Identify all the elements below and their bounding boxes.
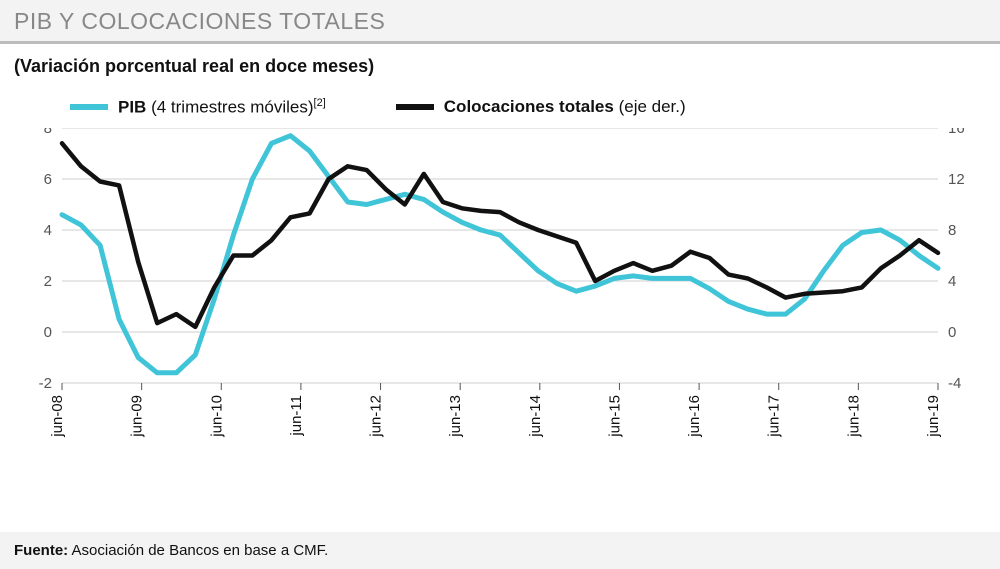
svg-text:jun-08: jun-08 (49, 395, 66, 438)
svg-text:jun-12: jun-12 (368, 395, 385, 438)
svg-text:jun-17: jun-17 (766, 395, 783, 438)
footer-bar: Fuente: Asociación de Bancos en base a C… (0, 532, 1000, 569)
svg-text:jun-19: jun-19 (925, 395, 942, 438)
svg-text:jun-14: jun-14 (527, 395, 544, 438)
svg-text:8: 8 (44, 128, 52, 137)
svg-text:8: 8 (948, 222, 956, 239)
legend-swatch-pib (70, 104, 108, 110)
svg-text:-4: -4 (948, 375, 961, 392)
svg-text:12: 12 (948, 171, 965, 188)
svg-text:jun-15: jun-15 (606, 395, 623, 438)
svg-text:16: 16 (948, 128, 965, 137)
chart-title: PIB Y COLOCACIONES TOTALES (14, 8, 986, 35)
svg-text:jun-09: jun-09 (129, 395, 146, 438)
legend-swatch-coloc (396, 104, 434, 110)
legend-text-pib: PIB (4 trimestres móviles)[2] (118, 97, 326, 118)
svg-text:jun-18: jun-18 (845, 395, 862, 438)
svg-text:2: 2 (44, 273, 52, 290)
legend-item-pib: PIB (4 trimestres móviles)[2] (70, 97, 326, 118)
svg-text:-2: -2 (39, 375, 52, 392)
chart-subtitle: (Variación porcentual real en doce meses… (0, 44, 1000, 77)
svg-text:4: 4 (44, 222, 52, 239)
chart-svg: -2 0 2 4 6 8 -4 0 4 8 12 16 jun-08 jun-09 jun-10 jun-11… (0, 128, 1000, 478)
title-bar: PIB Y COLOCACIONES TOTALES (0, 0, 1000, 41)
svg-text:jun-11: jun-11 (288, 395, 305, 437)
footer-text: Fuente: Asociación de Bancos en base a C… (14, 542, 986, 559)
svg-text:0: 0 (44, 324, 52, 341)
svg-text:jun-13: jun-13 (447, 395, 464, 438)
svg-text:4: 4 (948, 273, 956, 290)
svg-text:jun-16: jun-16 (686, 395, 703, 438)
svg-text:jun-10: jun-10 (208, 395, 225, 438)
chart-plot: -2 0 2 4 6 8 -4 0 4 8 12 16 jun-08 jun-09 jun-10 jun-11… (0, 128, 1000, 478)
legend-text-coloc: Colocaciones totales (eje der.) (444, 97, 686, 117)
svg-text:0: 0 (948, 324, 956, 341)
legend: PIB (4 trimestres móviles)[2] Colocacion… (0, 77, 1000, 128)
legend-item-coloc: Colocaciones totales (eje der.) (396, 97, 686, 117)
svg-text:6: 6 (44, 171, 52, 188)
